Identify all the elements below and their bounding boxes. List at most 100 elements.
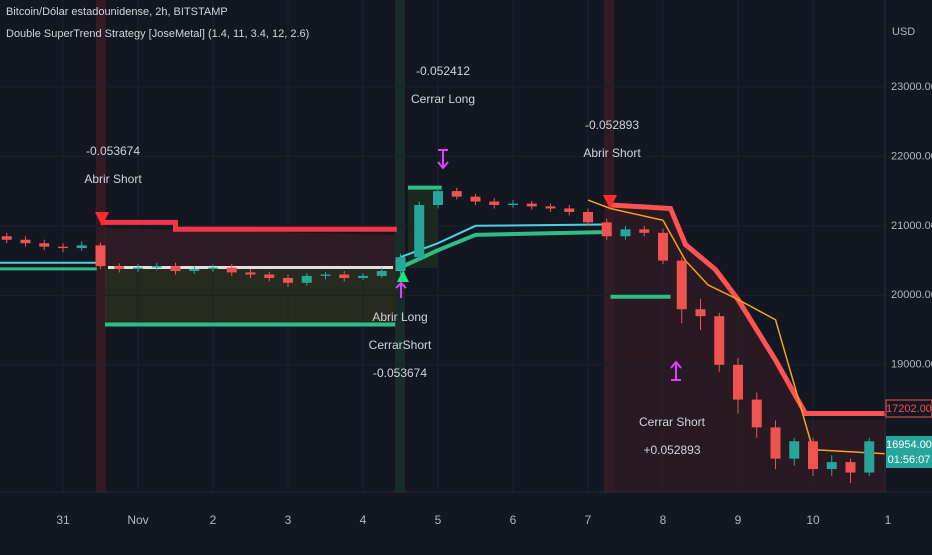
x-tick-label: 5: [435, 513, 442, 527]
candle-body: [39, 243, 50, 247]
close-short-arrow: [395, 281, 407, 298]
candle-body: [620, 229, 631, 237]
x-tick-label: 7: [585, 513, 592, 527]
candle-body: [1, 236, 12, 240]
y-tick-label: 23000.00: [891, 81, 932, 93]
candle-body: [508, 203, 518, 205]
trend-fill: [105, 228, 395, 268]
candle-body: [245, 272, 256, 275]
trend-line: [587, 199, 886, 455]
y-tick-label: 22000.00: [891, 150, 932, 162]
x-tick-label: 2: [210, 513, 217, 527]
candle-body: [639, 229, 650, 233]
candle-body: [95, 245, 106, 267]
signal-label: CerrarShort: [369, 338, 432, 352]
chart-title: Bitcoin/Dólar estadounidense, 2h, BITSTA…: [6, 6, 228, 18]
candle-body: [20, 239, 31, 244]
long-marker: [397, 270, 409, 282]
candle-body: [433, 191, 443, 205]
candle-body: [526, 203, 537, 207]
candle-body: [414, 205, 425, 258]
candle-body: [601, 222, 612, 237]
x-tick-label: 1: [885, 513, 892, 527]
time-axis: [0, 492, 932, 550]
candle-body: [76, 245, 87, 249]
candle-body: [264, 274, 275, 278]
x-tick-label: 3: [285, 513, 292, 527]
candle-body: [676, 260, 687, 310]
candle-body: [395, 257, 406, 272]
candle-body: [733, 364, 743, 400]
candle-body: [133, 267, 143, 269]
candle-body: [208, 267, 218, 269]
signal-label: +0.052893: [643, 443, 700, 457]
last-price-tag: [886, 436, 932, 468]
candle-body: [808, 441, 818, 470]
candle-body: [714, 316, 725, 365]
signal-label: Cerrar Long: [411, 92, 475, 106]
close-long-arrow: [437, 149, 449, 170]
short-marker: [95, 212, 109, 226]
x-tick-label: 31: [56, 513, 70, 527]
signal-label: Abrir Long: [372, 310, 427, 324]
x-tick-label: Nov: [127, 513, 148, 527]
candle-body: [545, 206, 556, 209]
candle-body: [470, 196, 481, 202]
signal-band: [395, 0, 405, 492]
candle-body: [189, 268, 200, 272]
last-price-text: 16954.00: [886, 439, 932, 451]
y-tick-label: 21000.00: [891, 220, 932, 232]
price-tag-text: 17202.00: [886, 403, 932, 415]
signal-label: -0.053674: [373, 366, 427, 380]
currency-label: USD: [892, 26, 915, 38]
signal-label: Abrir Short: [583, 146, 641, 160]
countdown-text: 01:56:07: [888, 454, 931, 466]
candle-body: [789, 441, 800, 459]
candle-body: [658, 232, 668, 261]
signal-label: -0.052412: [416, 64, 470, 78]
candle-body: [695, 309, 706, 317]
candle-body: [451, 191, 462, 197]
x-tick-label: 4: [360, 513, 367, 527]
close-short-arrow: [670, 360, 682, 381]
price-tag: [885, 399, 932, 418]
candle-body: [58, 246, 68, 249]
y-tick-label: 19000.00: [891, 359, 932, 371]
indicator-title: Double SuperTrend Strategy [JoseMetal] (…: [6, 28, 309, 40]
candle-body: [845, 462, 856, 473]
candle-body: [320, 274, 331, 276]
candle-body: [564, 208, 575, 212]
candle-body: [489, 201, 500, 205]
signal-label: Cerrar Short: [639, 415, 706, 429]
trend-fill: [105, 268, 395, 325]
candle-body: [751, 399, 762, 428]
candle-body: [826, 462, 837, 470]
signal-markers: [95, 149, 682, 381]
x-tick-label: 10: [806, 513, 820, 527]
candle-body: [301, 275, 312, 283]
x-tick-label: 6: [510, 513, 517, 527]
candle-body: [170, 266, 181, 272]
candle-body: [283, 277, 293, 283]
signal-label: -0.052893: [585, 118, 639, 132]
candle-body: [151, 266, 162, 268]
signal-label: Abrir Short: [84, 172, 142, 186]
y-tick-label: 20000.00: [891, 289, 932, 301]
candle-body: [114, 266, 125, 269]
short-marker: [603, 195, 617, 209]
candle-body: [583, 211, 593, 223]
trend-line: [100, 219, 397, 232]
candle-body: [864, 441, 875, 473]
signal-label: -0.053674: [86, 144, 140, 158]
signal-band: [604, 0, 614, 492]
candle-body: [339, 274, 350, 278]
x-tick-label: 8: [660, 513, 667, 527]
candle-body: [770, 427, 781, 459]
x-tick-label: 9: [735, 513, 742, 527]
plot: [0, 185, 886, 483]
candle-body: [226, 267, 237, 273]
candle-body: [358, 275, 368, 278]
candle-body: [376, 271, 387, 276]
